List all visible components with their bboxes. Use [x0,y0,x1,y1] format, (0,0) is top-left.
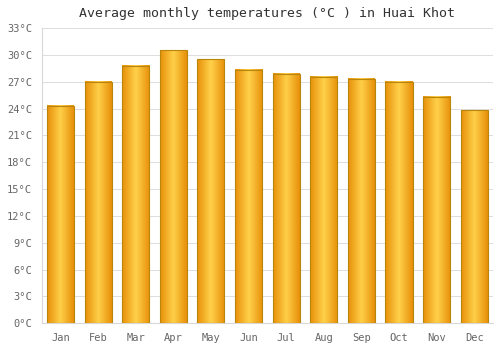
Bar [235,70,262,323]
Bar [122,66,149,323]
Bar [160,50,187,323]
Bar [460,110,488,323]
Title: Average monthly temperatures (°C ) in Huai Khot: Average monthly temperatures (°C ) in Hu… [80,7,456,20]
Bar [348,79,375,323]
Bar [310,77,338,323]
Bar [272,74,299,323]
Bar [198,60,224,323]
Bar [84,82,112,323]
Bar [423,97,450,323]
Bar [386,82,412,323]
Bar [47,106,74,323]
